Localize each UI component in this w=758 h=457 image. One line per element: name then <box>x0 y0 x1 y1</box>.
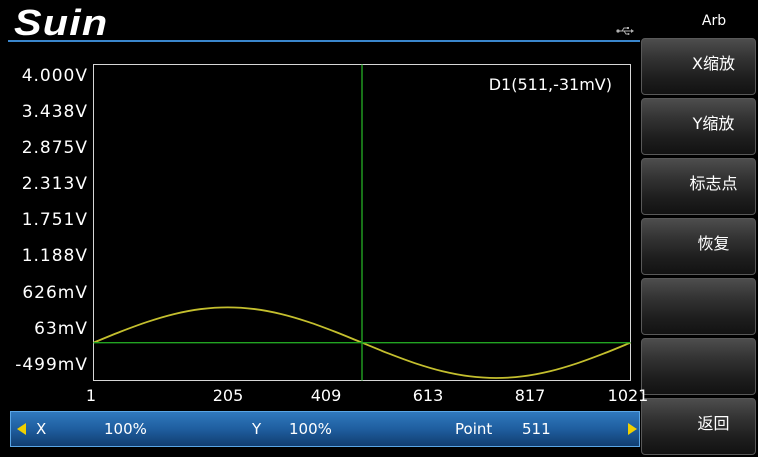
x-scale-label: X <box>36 420 47 438</box>
x-scale-value: 100% <box>104 420 147 438</box>
parameter-bar: X 100% Y 100% Point 511 <box>10 411 640 447</box>
y-tick-label: 2.875V <box>21 138 88 158</box>
y-tick-label: 1.188V <box>21 246 88 267</box>
y-tick-label: -499mV <box>15 354 88 375</box>
left-arrow-icon[interactable] <box>17 423 26 435</box>
waveform-plot <box>93 64 631 381</box>
point-field[interactable]: Point 511 <box>455 412 565 446</box>
brand-logo: Suin <box>14 2 109 43</box>
y-tick-label: 3.438V <box>21 101 88 122</box>
x-tick-label: 613 <box>412 386 444 405</box>
restore-button[interactable]: 恢复 <box>641 218 756 275</box>
x-tick-label: 205 <box>212 386 244 405</box>
y-zoom-button[interactable]: Y缩放 <box>641 98 756 155</box>
marker-button[interactable]: 标志点 <box>641 158 756 215</box>
y-scale-value: 100% <box>289 420 332 438</box>
menu-title: Arb <box>701 13 727 29</box>
y-tick-label: 626mV <box>22 282 88 303</box>
x-tick-label: 409 <box>310 386 342 405</box>
x-scale-field[interactable]: X 100% <box>36 412 156 446</box>
usb-icon <box>616 27 634 35</box>
point-value: 511 <box>522 420 551 438</box>
y-tick-label: 2.313V <box>21 174 88 195</box>
point-label: Point <box>455 420 493 438</box>
y-tick-label: 4.000V <box>21 65 88 86</box>
y-tick-label: 1.751V <box>21 210 88 231</box>
y-scale-field[interactable]: Y 100% <box>252 412 337 446</box>
x-tick-label: 1021 <box>607 386 649 405</box>
back-button[interactable]: 返回 <box>641 398 756 455</box>
blank-softkey-5[interactable] <box>641 278 756 335</box>
cursor-readout: D1(511,-31mV) <box>488 75 612 94</box>
right-arrow-icon[interactable] <box>628 423 637 435</box>
y-scale-label: Y <box>252 420 262 438</box>
blank-softkey-6[interactable] <box>641 338 756 395</box>
x-zoom-button[interactable]: X缩放 <box>641 38 756 95</box>
y-tick-label: 63mV <box>34 318 88 339</box>
header-divider <box>8 40 640 42</box>
x-tick-label: 1 <box>85 386 97 405</box>
x-tick-label: 817 <box>514 386 546 405</box>
